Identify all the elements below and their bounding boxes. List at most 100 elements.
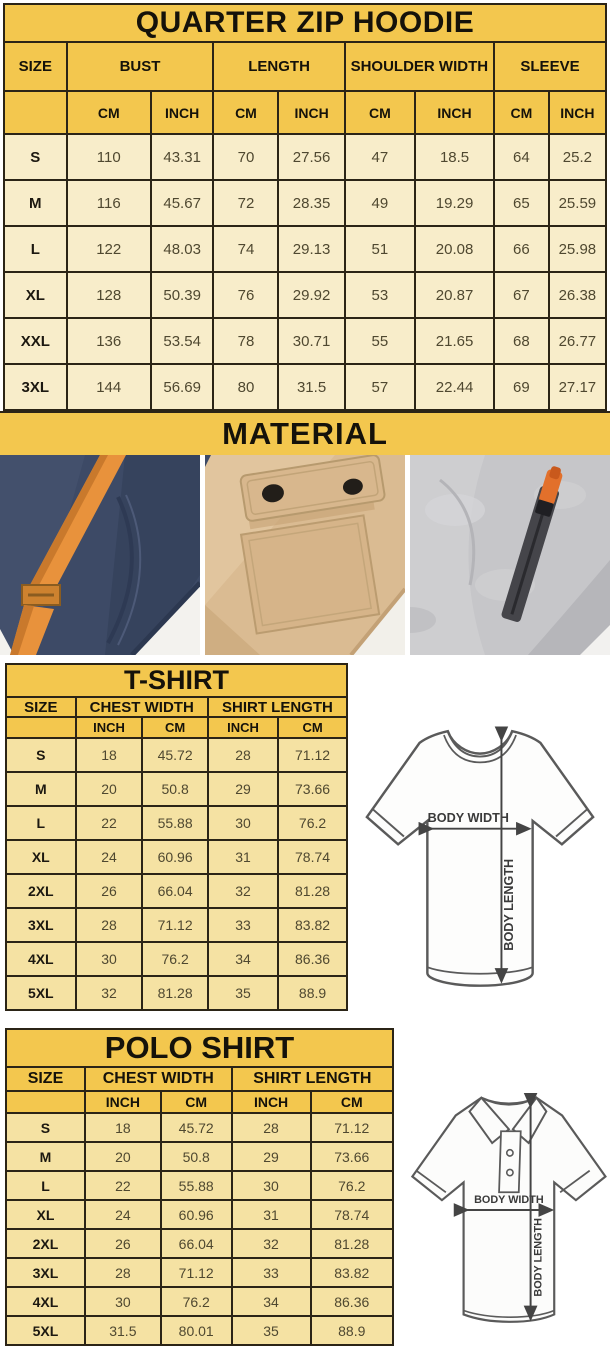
table-row: XL 24 60.96 31 78.74 [5, 839, 348, 875]
size-cell: M [5, 771, 77, 807]
body-width-label: BODY WIDTH [428, 811, 509, 825]
table-title-row: T-SHIRT [5, 663, 348, 698]
table-row: 3XL 28 71.12 33 83.82 [5, 907, 348, 943]
size-cell: 3XL [5, 1257, 86, 1288]
value-cell: 25.59 [547, 179, 608, 227]
table-row: XXL 136 53.54 78 30.71 55 21.65 68 26.77 [3, 317, 608, 365]
body-width-label: BODY WIDTH [474, 1194, 544, 1206]
unit-inch: INCH [74, 716, 144, 739]
col-size: SIZE [5, 1066, 86, 1092]
size-cell: 4XL [5, 941, 77, 977]
value-cell: 27.17 [547, 363, 608, 411]
value-cell: 70 [212, 133, 280, 181]
value-cell: 45.72 [159, 1112, 233, 1143]
value-cell: 24 [74, 839, 144, 875]
value-cell: 116 [65, 179, 152, 227]
size-cell: XL [3, 271, 68, 319]
value-cell: 144 [65, 363, 152, 411]
hoodie-size-table: QUARTER ZIP HOODIE SIZE BUST LENGTH SHOU… [3, 3, 608, 411]
value-cell: 18 [83, 1112, 162, 1143]
col-bust: BUST [65, 41, 215, 92]
unit-inch: INCH [149, 90, 215, 135]
value-cell: 73.66 [309, 1141, 395, 1172]
value-cell: 28 [74, 907, 144, 943]
value-cell: 20 [83, 1141, 162, 1172]
material-section-title: MATERIAL [0, 411, 610, 455]
value-cell: 76.2 [141, 941, 209, 977]
material-photo-gray-zipper [410, 455, 610, 655]
value-cell: 34 [230, 1286, 312, 1317]
column-group-row: SIZE CHEST WIDTH SHIRT LENGTH [5, 1066, 395, 1092]
value-cell: 29 [230, 1141, 312, 1172]
size-cell: L [3, 225, 68, 273]
value-cell: 31 [206, 839, 280, 875]
value-cell: 26.77 [547, 317, 608, 365]
table-row: 4XL 30 76.2 34 86.36 [5, 1286, 395, 1317]
col-chest-width: CHEST WIDTH [83, 1066, 233, 1092]
unit-header-row: INCH CM INCH CM [5, 1090, 395, 1114]
value-cell: 86.36 [277, 941, 348, 977]
polo-size-table: POLO SHIRT SIZE CHEST WIDTH SHIRT LENGTH… [5, 1028, 395, 1346]
value-cell: 18.5 [414, 133, 495, 181]
value-cell: 80 [212, 363, 280, 411]
zipper-with-orange-pull [501, 466, 563, 622]
tshirt-outline-drawing: BODY WIDTH BODY LENGTH [365, 726, 595, 987]
size-cell: 2XL [5, 873, 77, 909]
value-cell: 51 [343, 225, 417, 273]
size-cell: M [3, 179, 68, 227]
khaki-fabric-image [205, 455, 405, 655]
value-cell: 20 [74, 771, 144, 807]
size-cell: XXL [3, 317, 68, 365]
value-cell: 26.38 [547, 271, 608, 319]
tshirt-size-table: T-SHIRT SIZE CHEST WIDTH SHIRT LENGTH IN… [5, 663, 349, 1011]
value-cell: 47 [343, 133, 417, 181]
value-cell: 28 [206, 737, 280, 773]
size-cell: 3XL [5, 907, 77, 943]
unit-cm: CM [277, 716, 348, 739]
snap-flap-pocket [239, 455, 386, 635]
polo-outline-drawing: BODY WIDTH BODY LENGTH [410, 1092, 607, 1323]
col-size: SIZE [5, 696, 77, 718]
value-cell: 86.36 [309, 1286, 395, 1317]
empty-cell [5, 1090, 86, 1114]
value-cell: 136 [65, 317, 152, 365]
value-cell: 50.8 [159, 1141, 233, 1172]
hoodie-table-title: QUARTER ZIP HOODIE [3, 3, 607, 43]
table-row: L 22 55.88 30 76.2 [5, 805, 348, 841]
table-row: L 22 55.88 30 76.2 [5, 1170, 395, 1201]
value-cell: 76.2 [277, 805, 348, 841]
gray-fabric-image [410, 455, 610, 655]
value-cell: 28.35 [277, 179, 346, 227]
table-row: M 20 50.8 29 73.66 [5, 771, 348, 807]
table-row: S 18 45.72 28 71.12 [5, 737, 348, 773]
value-cell: 30 [206, 805, 280, 841]
value-cell: 35 [206, 975, 280, 1011]
value-cell: 50.8 [141, 771, 209, 807]
navy-fabric-image [0, 455, 200, 655]
empty-cell [5, 716, 77, 739]
table-row: 3XL 28 71.12 33 83.82 [5, 1257, 395, 1288]
value-cell: 32 [74, 975, 144, 1011]
value-cell: 88.9 [277, 975, 348, 1011]
size-cell: XL [5, 839, 77, 875]
col-sleeve: SLEEVE [492, 41, 608, 92]
value-cell: 20.08 [414, 225, 495, 273]
unit-header-row: INCH CM INCH CM [5, 716, 348, 739]
value-cell: 34 [206, 941, 280, 977]
value-cell: 81.28 [277, 873, 348, 909]
material-photo-khaki-pocket [205, 455, 405, 655]
unit-cm: CM [492, 90, 550, 135]
col-chest-width: CHEST WIDTH [74, 696, 209, 718]
value-cell: 20.87 [414, 271, 495, 319]
unit-header-row: CM INCH CM INCH CM INCH CM INCH [3, 90, 608, 135]
value-cell: 67 [492, 271, 550, 319]
size-cell: S [5, 737, 77, 773]
value-cell: 33 [230, 1257, 312, 1288]
value-cell: 55 [343, 317, 417, 365]
value-cell: 49 [343, 179, 417, 227]
value-cell: 128 [65, 271, 152, 319]
snap-button [261, 484, 284, 503]
value-cell: 30.71 [277, 317, 346, 365]
value-cell: 122 [65, 225, 152, 273]
value-cell: 64 [492, 133, 550, 181]
